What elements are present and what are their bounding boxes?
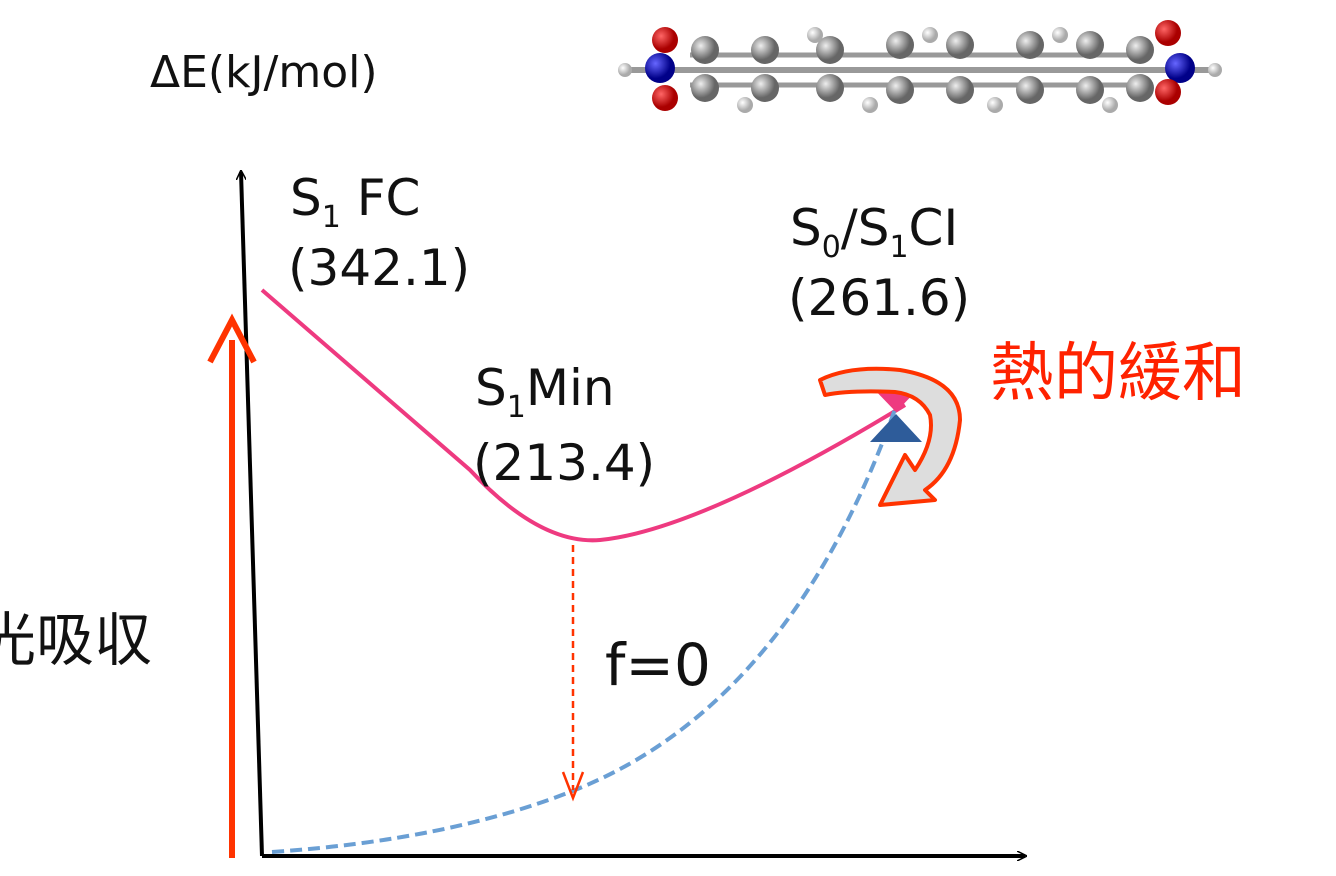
ci-triangle-bottom <box>870 414 922 442</box>
label-part: CI <box>909 199 959 257</box>
axis-label: ΔE(kJ/mol) <box>150 47 378 98</box>
label-part: S <box>790 199 822 257</box>
label-subscript: 1 <box>322 200 341 235</box>
absorption-label: 光吸収 <box>0 606 152 674</box>
node-label: S1Min <box>475 359 615 425</box>
node-energy: (261.6) <box>788 269 970 327</box>
oscillator-label: f=0 <box>605 631 711 699</box>
y-axis <box>241 172 262 856</box>
relaxation-label: 熱的緩和 <box>990 337 1246 411</box>
node-label: S1 FC <box>290 169 420 235</box>
label-part: S <box>475 359 507 417</box>
label-part: /S <box>841 199 890 257</box>
label-subscript: 1 <box>507 390 526 425</box>
node-energy: (342.1) <box>288 239 470 297</box>
label-subscript: 1 <box>889 230 908 265</box>
node-label: S0/S1CI <box>790 199 958 265</box>
diagram: ΔE(kJ/mol) S1 FC (342.1) S1Min (213.4) S… <box>0 0 1336 876</box>
label-part: FC <box>341 169 421 227</box>
node-energy: (213.4) <box>473 434 655 492</box>
label-subscript: 0 <box>822 230 841 265</box>
molecule <box>618 20 1222 113</box>
label-part: S <box>290 169 322 227</box>
label-part: Min <box>526 359 615 417</box>
